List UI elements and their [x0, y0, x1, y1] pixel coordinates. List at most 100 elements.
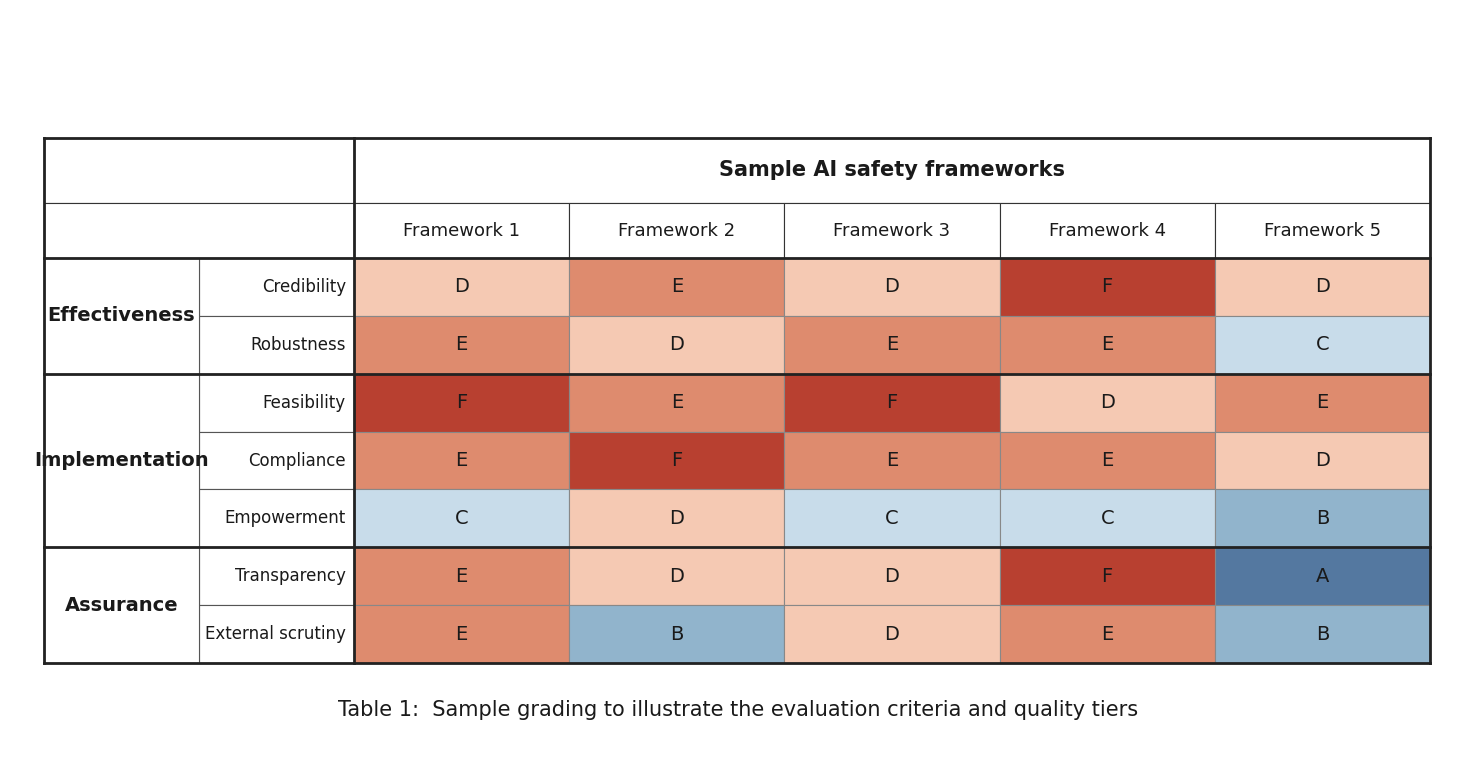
- Bar: [199, 316, 354, 374]
- Bar: [44, 258, 199, 374]
- Bar: [570, 203, 784, 258]
- Text: Framework 1: Framework 1: [403, 221, 520, 240]
- Bar: [1215, 258, 1430, 316]
- Bar: [354, 605, 570, 663]
- Text: Framework 5: Framework 5: [1263, 221, 1382, 240]
- Bar: [354, 374, 570, 431]
- Bar: [354, 490, 570, 547]
- Text: E: E: [1317, 393, 1328, 412]
- Bar: [354, 203, 570, 258]
- Text: E: E: [456, 451, 468, 470]
- Bar: [199, 258, 354, 316]
- Text: D: D: [669, 335, 685, 354]
- Text: E: E: [670, 277, 683, 296]
- Bar: [784, 547, 999, 605]
- Text: B: B: [670, 625, 683, 644]
- Bar: [570, 490, 784, 547]
- Bar: [44, 547, 199, 663]
- Bar: [1215, 431, 1430, 490]
- Bar: [1215, 490, 1430, 547]
- Text: Transparency: Transparency: [235, 567, 345, 585]
- Bar: [999, 203, 1215, 258]
- Text: D: D: [455, 277, 469, 296]
- Text: Sample AI safety frameworks: Sample AI safety frameworks: [719, 161, 1066, 180]
- Text: E: E: [886, 335, 897, 354]
- Text: D: D: [1100, 393, 1114, 412]
- Text: E: E: [1101, 625, 1113, 644]
- Bar: [199, 374, 354, 431]
- Bar: [570, 374, 784, 431]
- Text: B: B: [1315, 509, 1328, 528]
- Text: D: D: [669, 509, 685, 528]
- Bar: [784, 203, 999, 258]
- Bar: [354, 258, 570, 316]
- Bar: [784, 490, 999, 547]
- Text: D: D: [884, 625, 899, 644]
- Text: Framework 4: Framework 4: [1048, 221, 1166, 240]
- Text: E: E: [670, 393, 683, 412]
- Text: Empowerment: Empowerment: [224, 509, 345, 528]
- Bar: [570, 316, 784, 374]
- Bar: [44, 138, 354, 203]
- Text: C: C: [1101, 509, 1114, 528]
- Text: Feasibility: Feasibility: [263, 393, 345, 412]
- Text: F: F: [887, 393, 897, 412]
- Bar: [999, 374, 1215, 431]
- Text: Robustness: Robustness: [251, 336, 345, 354]
- Text: F: F: [672, 451, 682, 470]
- Text: Assurance: Assurance: [65, 596, 179, 615]
- Bar: [354, 431, 570, 490]
- Text: F: F: [456, 393, 468, 412]
- Bar: [784, 431, 999, 490]
- Bar: [784, 316, 999, 374]
- Bar: [999, 258, 1215, 316]
- Bar: [999, 490, 1215, 547]
- Bar: [44, 203, 354, 258]
- Text: Credibility: Credibility: [261, 278, 345, 296]
- Text: C: C: [886, 509, 899, 528]
- Text: A: A: [1315, 567, 1328, 586]
- Bar: [199, 605, 354, 663]
- Bar: [1215, 203, 1430, 258]
- Text: D: D: [884, 567, 899, 586]
- Bar: [1215, 316, 1430, 374]
- Bar: [999, 605, 1215, 663]
- Text: D: D: [669, 567, 685, 586]
- Bar: [999, 547, 1215, 605]
- Text: C: C: [455, 509, 468, 528]
- Text: D: D: [1315, 451, 1330, 470]
- Text: E: E: [456, 625, 468, 644]
- Text: Compliance: Compliance: [248, 452, 345, 469]
- Text: C: C: [1315, 335, 1330, 354]
- Text: E: E: [456, 335, 468, 354]
- Bar: [570, 431, 784, 490]
- Bar: [570, 605, 784, 663]
- Bar: [999, 431, 1215, 490]
- Bar: [999, 316, 1215, 374]
- Bar: [784, 258, 999, 316]
- Bar: [1215, 605, 1430, 663]
- Bar: [199, 431, 354, 490]
- Bar: [570, 258, 784, 316]
- Text: F: F: [1101, 567, 1113, 586]
- Text: E: E: [456, 567, 468, 586]
- Text: Table 1:  Sample grading to illustrate the evaluation criteria and quality tiers: Table 1: Sample grading to illustrate th…: [338, 700, 1138, 720]
- Text: Implementation: Implementation: [34, 451, 208, 470]
- Text: External scrutiny: External scrutiny: [205, 625, 345, 643]
- Bar: [354, 547, 570, 605]
- Bar: [354, 316, 570, 374]
- Bar: [199, 490, 354, 547]
- Text: F: F: [1101, 277, 1113, 296]
- Bar: [354, 138, 1430, 203]
- Text: Effectiveness: Effectiveness: [47, 306, 195, 325]
- Bar: [44, 374, 199, 547]
- Text: E: E: [886, 451, 897, 470]
- Text: D: D: [1315, 277, 1330, 296]
- Text: Framework 3: Framework 3: [834, 221, 951, 240]
- Text: B: B: [1315, 625, 1328, 644]
- Bar: [1215, 374, 1430, 431]
- Text: Framework 2: Framework 2: [618, 221, 735, 240]
- Text: D: D: [884, 277, 899, 296]
- Bar: [784, 605, 999, 663]
- Bar: [570, 547, 784, 605]
